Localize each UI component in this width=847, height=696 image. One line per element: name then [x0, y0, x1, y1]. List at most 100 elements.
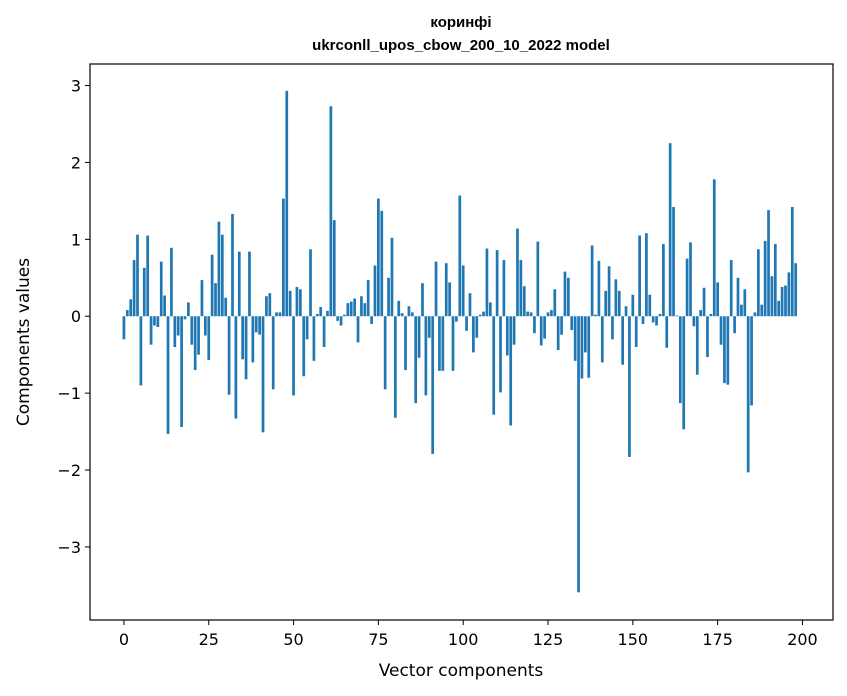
- bar-29: [220, 234, 224, 317]
- bar-129: [560, 316, 563, 335]
- bar-116: [516, 228, 519, 317]
- bar-106: [482, 311, 485, 317]
- y-axis-ticks: −3 −2 −1 0 1 2 3: [57, 77, 90, 557]
- bar-97: [451, 316, 455, 371]
- bar-147: [621, 316, 625, 365]
- bar-87: [417, 316, 421, 358]
- x-tick-label: 200: [787, 630, 818, 649]
- bar-26: [210, 254, 214, 317]
- bar-107: [485, 248, 489, 317]
- bar-39: [254, 316, 258, 333]
- bar-56: [312, 316, 316, 361]
- y-axis-label: Components values: [14, 258, 34, 426]
- bar-77: [383, 316, 387, 390]
- bar-27: [214, 283, 217, 317]
- bar-51: [295, 287, 299, 317]
- bar-158: [658, 313, 662, 317]
- bar-30: [224, 297, 228, 317]
- bar-62: [332, 220, 336, 317]
- bar-78: [387, 277, 390, 317]
- y-tick-label: 3: [71, 77, 81, 96]
- bar-20: [190, 316, 194, 345]
- bar-123: [539, 316, 543, 346]
- bar-69: [356, 316, 360, 343]
- bar-41: [261, 316, 265, 433]
- y-tick-label: 0: [71, 307, 81, 326]
- bar-184: [746, 316, 750, 473]
- bar-38: [251, 316, 255, 363]
- bar-31: [227, 316, 231, 395]
- bar-81: [397, 300, 401, 317]
- bar-70: [360, 296, 363, 317]
- bar-37: [248, 251, 251, 317]
- bar-112: [502, 260, 506, 317]
- bar-164: [678, 316, 682, 404]
- bar-61: [329, 106, 333, 317]
- bar-140: [597, 260, 601, 317]
- bar-111: [499, 316, 502, 393]
- bar-21: [193, 316, 197, 371]
- bar-46: [278, 312, 282, 317]
- bar-55: [309, 249, 312, 317]
- bar-193: [777, 300, 781, 317]
- bar-151: [634, 316, 638, 347]
- bar-33: [234, 316, 238, 419]
- chart-subtitle: ukrconll_upos_cbow_200_10_2022 model: [312, 37, 610, 54]
- bar-11: [159, 261, 163, 317]
- bar-138: [590, 245, 594, 317]
- bar-24: [203, 316, 207, 336]
- bar-153: [641, 316, 645, 324]
- bar-175: [716, 282, 719, 317]
- bar-152: [638, 235, 641, 317]
- bar-125: [546, 312, 550, 317]
- bar-75: [377, 198, 380, 317]
- bar-6: [142, 267, 146, 317]
- bar-143: [607, 266, 611, 317]
- bar-95: [444, 263, 448, 317]
- bar-154: [645, 233, 648, 317]
- bar-14: [170, 247, 173, 317]
- bar-130: [563, 271, 567, 317]
- bar-170: [699, 310, 703, 317]
- bar-88: [421, 283, 424, 317]
- y-tick-label: −3: [57, 538, 81, 557]
- bar-22: [197, 316, 200, 355]
- bar-174: [712, 179, 716, 317]
- bar-195: [784, 285, 787, 317]
- bar-191: [770, 276, 774, 317]
- bar-192: [773, 243, 777, 317]
- bar-68: [353, 298, 356, 317]
- bar-72: [366, 280, 370, 317]
- bar-5: [139, 316, 143, 386]
- bar-166: [685, 258, 689, 317]
- bar-34: [237, 251, 241, 317]
- bar-197: [790, 207, 794, 317]
- bar-136: [583, 316, 587, 353]
- bar-99: [458, 195, 462, 317]
- x-tick-label: 0: [119, 630, 129, 649]
- bar-178: [726, 316, 730, 385]
- x-tick-label: 150: [618, 630, 649, 649]
- bar-182: [740, 304, 743, 317]
- bar-187: [757, 249, 760, 317]
- bar-173: [709, 313, 713, 317]
- bar-183: [743, 289, 747, 317]
- bar-142: [604, 290, 608, 317]
- bar-10: [156, 316, 160, 328]
- bar-141: [600, 316, 604, 363]
- bar-148: [624, 306, 628, 317]
- bar-165: [682, 316, 686, 430]
- bar-43: [268, 293, 272, 317]
- bar-181: [736, 277, 740, 317]
- y-tick-label: −1: [57, 384, 81, 403]
- bar-168: [692, 316, 696, 327]
- bar-67: [349, 301, 353, 317]
- bar-103: [472, 316, 475, 353]
- bar-114: [509, 316, 513, 426]
- y-tick-label: 1: [71, 230, 81, 249]
- bar-98: [455, 316, 458, 322]
- bar-169: [695, 316, 699, 375]
- x-tick-label: 125: [533, 630, 564, 649]
